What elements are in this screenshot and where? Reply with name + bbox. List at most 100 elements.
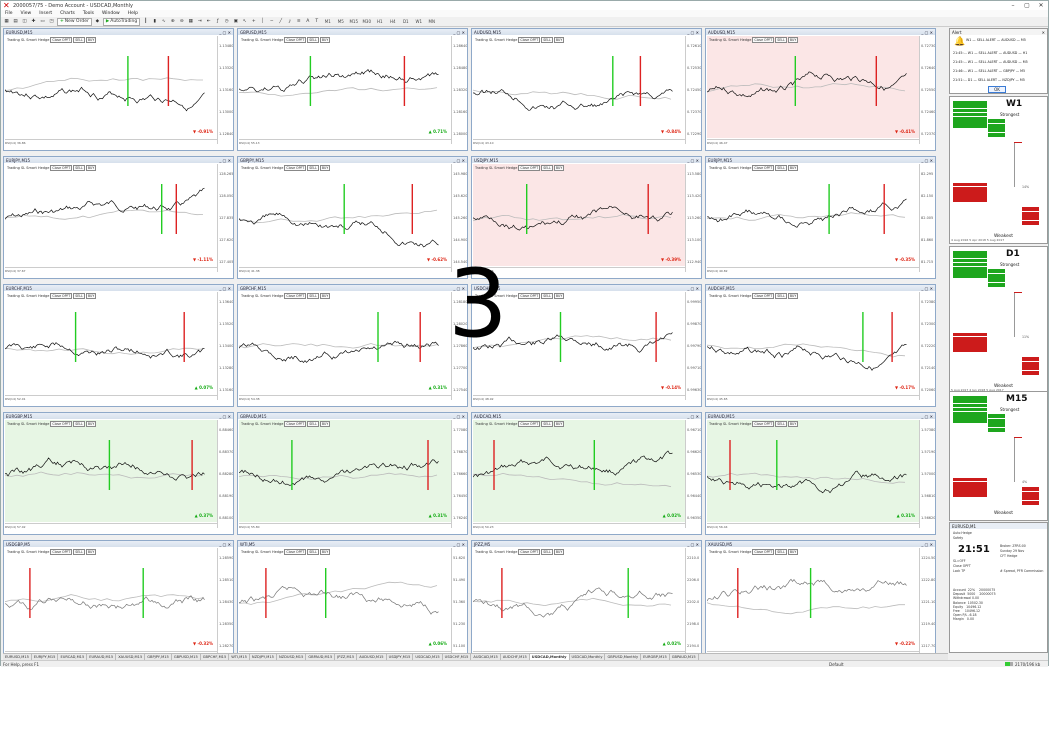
- buy-button[interactable]: BUY: [319, 165, 331, 171]
- chart-tab[interactable]: EURJPY,M15: [32, 654, 59, 660]
- chart-window-controls-icon[interactable]: _ ▢ ✕: [219, 285, 231, 291]
- new-chart-icon[interactable]: ▦: [4, 19, 9, 24]
- chart-tab[interactable]: GBPCHF,M15: [201, 654, 230, 660]
- chart-window-controls-icon[interactable]: _ ▢ ✕: [453, 541, 465, 547]
- close-opft-button[interactable]: Close OPFT: [284, 549, 307, 555]
- chart-window[interactable]: AUDCAD,M15 _ ▢ ✕ 0.96710 0.96620 0.96530 0.96…: [471, 412, 702, 535]
- text-icon[interactable]: A: [306, 19, 310, 24]
- chart-tab[interactable]: GBPJPY,M15: [145, 654, 172, 660]
- chart-window[interactable]: AUDUSD,M15 _ ▢ ✕ 0.72730 0.72640 0.72550 0.72…: [705, 28, 936, 151]
- chart-title-bar[interactable]: AUDUSD,M15 _ ▢ ✕: [472, 29, 701, 35]
- close-opft-button[interactable]: Close OPFT: [953, 564, 971, 568]
- sell-button[interactable]: SELL: [541, 549, 553, 555]
- chart-window[interactable]: AUDUSD,M15 _ ▢ ✕ 0.72610 0.72530 0.72450 0.72…: [471, 28, 702, 151]
- sell-button[interactable]: SELL: [73, 37, 85, 43]
- price-plot[interactable]: [239, 36, 452, 138]
- price-plot[interactable]: [239, 548, 452, 650]
- buy-button[interactable]: BUY: [319, 293, 331, 299]
- chart-window-controls-icon[interactable]: _ ▢ ✕: [921, 413, 933, 419]
- chart-tab[interactable]: XAUUSD,M15: [116, 654, 146, 660]
- price-plot[interactable]: [473, 164, 686, 266]
- terminal-icon[interactable]: ▭: [40, 19, 45, 24]
- buy-button[interactable]: BUY: [553, 37, 565, 43]
- sell-button[interactable]: SELL: [307, 421, 319, 427]
- price-plot[interactable]: [707, 548, 920, 650]
- sell-button[interactable]: SELL: [541, 421, 553, 427]
- label-icon[interactable]: T: [315, 19, 319, 24]
- chart-window[interactable]: EURJPY,M15 _ ▢ ✕ 82.295 82.150 82.005 81.860 8…: [705, 156, 936, 279]
- chart-window[interactable]: EURAUD,M15 _ ▢ ✕ 1.57380 1.57190 1.57000 1.56…: [705, 412, 936, 535]
- chart-window-controls-icon[interactable]: _ ▢ ✕: [687, 29, 699, 35]
- close-opft-button[interactable]: Close OPFT: [50, 549, 73, 555]
- timeframe-h1[interactable]: H1: [376, 19, 383, 24]
- timeframe-w1[interactable]: W1: [415, 19, 423, 24]
- chart-title-bar[interactable]: GBPCHF,M15 _ ▢ ✕: [238, 285, 467, 291]
- chart-window-controls-icon[interactable]: _ ▢ ✕: [453, 413, 465, 419]
- periods-icon[interactable]: ◷: [224, 19, 229, 24]
- price-plot[interactable]: [707, 420, 920, 522]
- close-opft-button[interactable]: Close OPFT: [50, 293, 73, 299]
- sell-button[interactable]: SELL: [775, 165, 787, 171]
- chart-window[interactable]: EURJPY,M15 _ ▢ ✕ 128.265 128.050 127.835 127.…: [3, 156, 234, 279]
- close-opft-button[interactable]: Close OPFT: [518, 293, 541, 299]
- safety-label[interactable]: Safety: [953, 536, 964, 540]
- autotrading-button[interactable]: ▶ AutoTrading: [102, 17, 141, 26]
- chart-window[interactable]: EURGBP,M15 _ ▢ ✕ 0.88460 0.88370 0.88280 0.88…: [3, 412, 234, 535]
- sell-button[interactable]: SELL: [73, 293, 85, 299]
- chart-tab[interactable]: USDCAD,Monthly: [570, 654, 606, 660]
- chart-window[interactable]: GBPCHF,M15 _ ▢ ✕ 1.28180 1.28020 1.27860 1.27…: [237, 284, 468, 407]
- chart-window-controls-icon[interactable]: _ ▢ ✕: [687, 541, 699, 547]
- chart-tab[interactable]: GBPUSD,Monthly: [605, 654, 642, 660]
- auto-hedge-label[interactable]: Auto Hedge: [953, 531, 972, 535]
- price-plot[interactable]: [239, 292, 452, 394]
- indicators-icon[interactable]: ƒ: [216, 19, 219, 24]
- zoom-out-icon[interactable]: ⊖: [179, 19, 184, 24]
- chart-title-bar[interactable]: USDCHF,M15 _ ▢ ✕: [472, 285, 701, 291]
- chart-title-bar[interactable]: EURGBP,M15 _ ▢ ✕: [4, 413, 233, 419]
- chart-window-controls-icon[interactable]: _ ▢ ✕: [219, 413, 231, 419]
- chart-tab[interactable]: JPZZ,M15: [335, 654, 358, 660]
- chart-tab[interactable]: AUDCAD,M15: [471, 654, 501, 660]
- chart-window[interactable]: AUDCHF,M15 _ ▢ ✕ 0.72380 0.72300 0.72220 0.72…: [705, 284, 936, 407]
- buy-button[interactable]: BUY: [787, 165, 799, 171]
- candles-icon[interactable]: ▮: [153, 19, 156, 24]
- chart-title-bar[interactable]: EURJPY,M15 _ ▢ ✕: [706, 157, 935, 163]
- alert-close-icon[interactable]: ✕: [1041, 29, 1045, 35]
- close-opft-button[interactable]: Close OPFT: [752, 421, 775, 427]
- alert-row[interactable]: 21:45:... W1 — SELL ALERT — AUDUSD — M5: [953, 60, 1028, 64]
- minimize-button[interactable]: –: [1011, 2, 1015, 9]
- chart-title-bar[interactable]: GBPJPY,M15 _ ▢ ✕: [238, 157, 467, 163]
- chart-window[interactable]: JPZZ,M5 _ ▢ ✕ 2210.0 2206.0 2202.0 2198.0 2194…: [471, 540, 702, 663]
- price-plot[interactable]: [239, 164, 452, 266]
- market-watch-icon[interactable]: ◫: [22, 19, 27, 24]
- sl-off-label[interactable]: SL=OFF: [953, 559, 966, 563]
- chart-title-bar[interactable]: AUDUSD,M15 _ ▢ ✕: [706, 29, 935, 35]
- timeframe-m15[interactable]: M15: [349, 19, 359, 24]
- close-opft-button[interactable]: Close OPFT: [284, 293, 307, 299]
- timeframe-h4[interactable]: H4: [389, 19, 396, 24]
- menu-view[interactable]: View: [20, 11, 32, 16]
- chart-title-bar[interactable]: AUDCAD,M15 _ ▢ ✕: [472, 413, 701, 419]
- close-opft-button[interactable]: Close OPFT: [752, 549, 775, 555]
- close-opft-button[interactable]: Close OPFT: [284, 421, 307, 427]
- alert-row[interactable]: 21:45:... W1 — SELL ALERT — AUDUSD — H1: [953, 51, 1028, 55]
- price-plot[interactable]: [5, 36, 218, 138]
- menu-charts[interactable]: Charts: [60, 11, 75, 16]
- chart-window-controls-icon[interactable]: _ ▢ ✕: [687, 157, 699, 163]
- close-opft-button[interactable]: Close OPFT: [50, 421, 73, 427]
- sell-button[interactable]: SELL: [73, 549, 85, 555]
- fibo-icon[interactable]: ≡: [296, 19, 301, 24]
- chart-tab[interactable]: USDCHF,M15: [443, 654, 472, 660]
- chart-window[interactable]: GBPAUD,M15 _ ▢ ✕ 1.77080 1.76870 1.76660 1.76…: [237, 412, 468, 535]
- close-opft-button[interactable]: Close OPFT: [752, 165, 775, 171]
- alert-list[interactable]: 21:45:... W1 — SELL ALERT — AUDUSD — H1 …: [953, 49, 1046, 85]
- buy-button[interactable]: BUY: [319, 37, 331, 43]
- close-opft-button[interactable]: Close OPFT: [284, 37, 307, 43]
- buy-button[interactable]: BUY: [787, 293, 799, 299]
- chart-window[interactable]: GBPJPY,M15 _ ▢ ✕ 145.980 145.620 145.260 144.…: [237, 156, 468, 279]
- chart-window-controls-icon[interactable]: _ ▢ ✕: [453, 29, 465, 35]
- chart-tab[interactable]: NZDUSD,M15: [277, 654, 307, 660]
- profiles-icon[interactable]: ▤: [13, 19, 18, 24]
- chart-window-controls-icon[interactable]: _ ▢ ✕: [921, 157, 933, 163]
- menu-window[interactable]: Window: [101, 11, 120, 16]
